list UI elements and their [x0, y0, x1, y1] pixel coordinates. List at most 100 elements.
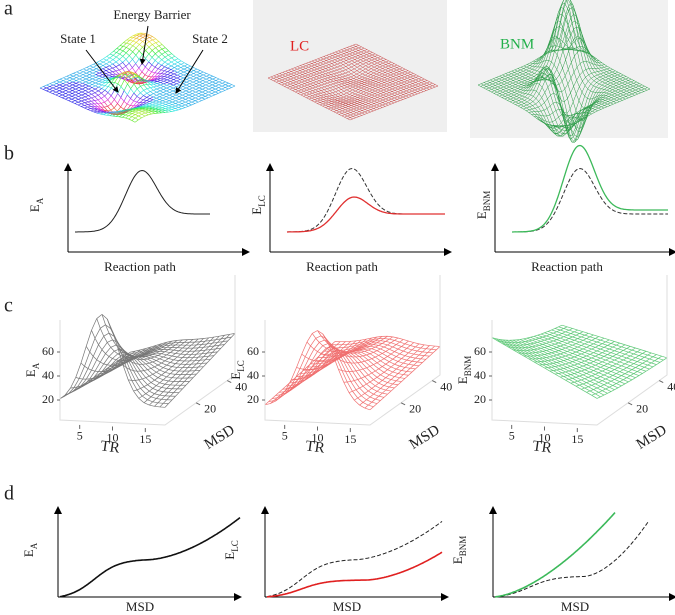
mesh-line	[373, 77, 377, 80]
mesh-line	[91, 87, 96, 90]
mesh-line	[607, 101, 611, 104]
mesh-line	[391, 63, 395, 66]
mesh-line	[299, 71, 303, 74]
mesh-line	[152, 100, 157, 103]
mesh-line	[69, 78, 74, 81]
mesh-line	[125, 117, 129, 120]
mesh-line	[418, 77, 422, 79]
mesh-line	[331, 67, 335, 70]
mesh-line	[88, 95, 92, 99]
mesh-line	[215, 77, 220, 80]
mesh-line	[117, 93, 122, 98]
mesh-line	[311, 70, 315, 73]
mesh-line	[131, 117, 136, 121]
mesh-line	[592, 111, 595, 113]
mesh-line	[292, 84, 297, 86]
mesh-line	[155, 38, 160, 42]
mesh-line	[300, 91, 305, 93]
mesh-line	[172, 99, 176, 102]
mesh-line	[312, 87, 316, 90]
mesh-line	[605, 95, 609, 97]
mesh-line	[314, 67, 318, 70]
mesh-line	[221, 88, 226, 91]
mesh-line	[65, 97, 69, 100]
mesh-line	[323, 88, 328, 90]
mesh-line	[112, 74, 116, 77]
mesh-line	[511, 70, 515, 73]
mesh-line	[368, 97, 372, 99]
mesh-line	[329, 55, 333, 58]
mesh-line	[582, 71, 586, 78]
mesh-line	[128, 75, 133, 78]
mesh-line	[317, 92, 321, 95]
mesh-line	[175, 103, 179, 106]
mesh-line	[527, 93, 531, 96]
mesh-line	[307, 79, 311, 82]
mesh-line	[89, 72, 93, 75]
mesh-line	[151, 71, 155, 74]
mesh-line	[351, 70, 355, 73]
mesh-line	[181, 104, 186, 107]
mesh-line	[362, 109, 366, 111]
mesh-line	[69, 81, 73, 84]
mesh-line	[324, 85, 328, 88]
mesh-line	[322, 101, 326, 104]
mesh-line	[46, 84, 50, 87]
mesh-line	[552, 121, 556, 129]
mesh-line	[561, 91, 565, 102]
mesh-line	[516, 96, 520, 98]
mesh-line	[350, 81, 354, 84]
mesh-line	[357, 100, 361, 102]
mesh-line	[377, 99, 381, 102]
mesh-line	[95, 82, 99, 85]
mesh-line	[403, 86, 407, 89]
mesh-line	[330, 71, 335, 75]
mesh-line	[149, 101, 153, 104]
mesh-line	[391, 92, 395, 95]
mesh-line	[567, 84, 571, 93]
mesh-line	[409, 78, 414, 80]
mesh-line	[359, 68, 363, 71]
mesh-line	[317, 62, 321, 65]
mesh-line	[393, 76, 397, 78]
mesh-line	[172, 103, 176, 105]
mesh-line	[312, 94, 316, 96]
mesh-line	[107, 109, 111, 112]
mesh-line	[406, 92, 410, 94]
mesh-line	[84, 96, 89, 100]
mesh-line	[149, 101, 153, 103]
mesh-line	[134, 80, 139, 82]
mesh-line	[138, 113, 142, 117]
mesh-line	[110, 99, 115, 105]
mesh-line	[322, 105, 326, 108]
mesh-line	[338, 86, 342, 88]
mesh-line	[202, 78, 207, 81]
mesh-line	[334, 56, 338, 59]
mesh-line	[321, 78, 325, 80]
mesh-line	[208, 88, 213, 91]
mesh-line	[338, 53, 342, 55]
mesh-line	[372, 90, 376, 93]
mesh-line	[139, 104, 144, 107]
mesh-line	[74, 101, 79, 104]
mesh-line	[495, 82, 499, 85]
mesh-line	[607, 103, 611, 106]
mesh-line	[536, 83, 540, 85]
mesh-line	[339, 68, 343, 72]
mesh-line	[400, 94, 404, 96]
mesh-line	[302, 75, 306, 78]
mesh-line	[302, 73, 306, 75]
mesh-line	[331, 104, 335, 106]
mesh-line	[504, 96, 508, 98]
mesh-line	[610, 102, 614, 105]
mesh-line	[72, 84, 76, 87]
mesh-line	[400, 87, 404, 90]
mesh-line	[317, 102, 321, 104]
mesh-line	[355, 53, 359, 56]
mesh-line	[387, 78, 391, 81]
mesh-line	[278, 83, 282, 86]
mesh-line	[329, 89, 333, 91]
mesh-line	[330, 107, 334, 110]
mesh-line	[162, 97, 167, 100]
mesh-line	[88, 84, 93, 87]
